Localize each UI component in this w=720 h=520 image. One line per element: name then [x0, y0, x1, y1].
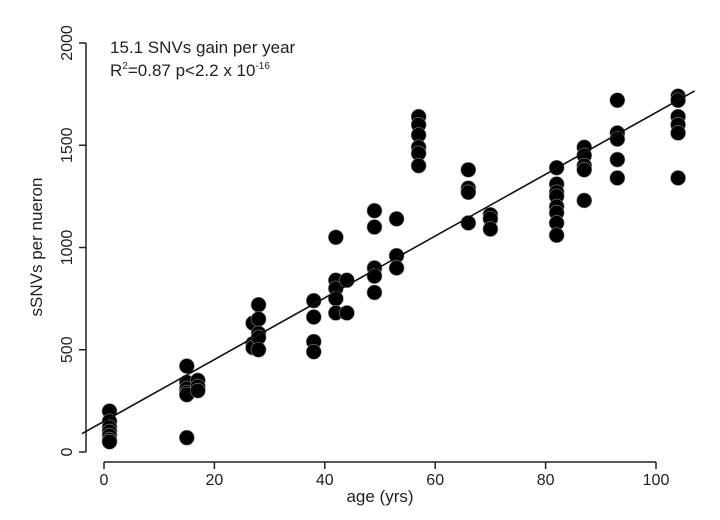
data-point	[609, 170, 626, 186]
data-point	[460, 184, 477, 201]
y-axis-label: sSNVs per nueron	[27, 178, 46, 317]
data-point	[388, 211, 405, 227]
regression-line	[81, 90, 696, 435]
x-tick-label: 100	[643, 472, 670, 489]
data-point	[670, 170, 686, 186]
data-point	[328, 229, 344, 246]
data-point	[460, 161, 477, 178]
regression-line-group	[81, 90, 696, 435]
data-point	[179, 358, 195, 374]
data-point	[366, 284, 383, 301]
y-tick-label: 1500	[59, 127, 76, 163]
data-point	[670, 125, 686, 141]
data-point	[190, 382, 206, 399]
axes: 0 500 1000 1500 2000 0 20 40 60 80 100	[59, 25, 669, 489]
x-tick-label: 40	[316, 472, 334, 489]
y-tick-label: 2000	[59, 25, 76, 61]
data-point	[328, 290, 344, 307]
y-tick-label: 0	[59, 447, 76, 456]
y-tick-label: 1000	[59, 230, 76, 266]
data-point	[179, 429, 195, 446]
data-points	[101, 88, 686, 450]
data-point	[576, 192, 593, 209]
x-axis-label: age (yrs)	[346, 487, 413, 506]
data-point	[388, 260, 405, 276]
data-point	[339, 305, 355, 321]
data-point	[250, 311, 267, 327]
data-point	[482, 221, 499, 237]
data-point	[548, 227, 565, 244]
data-point	[305, 343, 322, 360]
x-tick-label: 20	[206, 472, 224, 489]
x-tick-label: 0	[100, 472, 109, 489]
data-point	[305, 309, 322, 325]
data-point	[576, 161, 593, 178]
annotation-slope: 15.1 SNVs gain per year	[110, 38, 296, 57]
data-point	[101, 433, 118, 450]
data-point	[609, 151, 626, 168]
x-tick-label: 60	[426, 472, 444, 489]
x-tick-label: 80	[537, 472, 555, 489]
data-point	[250, 296, 267, 313]
data-point	[250, 341, 267, 358]
y-tick-label: 500	[59, 336, 76, 363]
data-point	[410, 157, 427, 174]
data-point	[609, 92, 626, 109]
data-point	[366, 219, 383, 235]
data-point	[366, 202, 383, 219]
annotation-stats: R2=0.87 p<2.2 x 10-16	[110, 61, 270, 80]
